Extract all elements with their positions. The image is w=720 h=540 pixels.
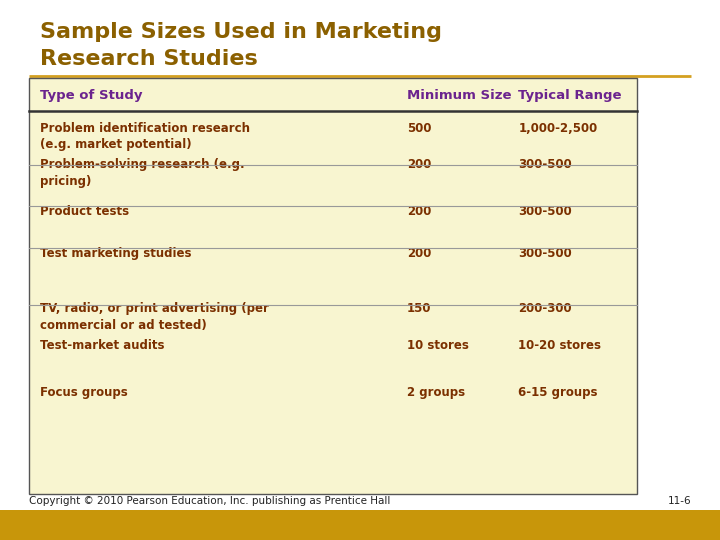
- Text: Test-market audits: Test-market audits: [40, 339, 164, 352]
- Text: 300-500: 300-500: [518, 205, 572, 218]
- Text: Problem identification research
(e.g. market potential): Problem identification research (e.g. ma…: [40, 122, 250, 151]
- Text: 300-500: 300-500: [518, 247, 572, 260]
- Text: 1,000-2,500: 1,000-2,500: [518, 122, 598, 134]
- Text: Copyright © 2010 Pearson Education, Inc. publishing as Prentice Hall: Copyright © 2010 Pearson Education, Inc.…: [29, 496, 390, 506]
- Text: Sample Sizes Used in Marketing: Sample Sizes Used in Marketing: [40, 22, 441, 42]
- Text: Problem-solving research (e.g.
pricing): Problem-solving research (e.g. pricing): [40, 158, 244, 188]
- Bar: [0, 510, 720, 540]
- Text: Focus groups: Focus groups: [40, 386, 127, 399]
- Text: 200: 200: [407, 205, 431, 218]
- Text: Test marketing studies: Test marketing studies: [40, 247, 191, 260]
- Text: 500: 500: [407, 122, 431, 134]
- Text: TV, radio, or print advertising (per
commercial or ad tested): TV, radio, or print advertising (per com…: [40, 302, 269, 332]
- Text: 300-500: 300-500: [518, 158, 572, 171]
- Text: 200-300: 200-300: [518, 302, 572, 315]
- Text: 10 stores: 10 stores: [407, 339, 469, 352]
- Text: Typical Range: Typical Range: [518, 89, 622, 102]
- Text: 200: 200: [407, 158, 431, 171]
- Text: 2 groups: 2 groups: [407, 386, 465, 399]
- Text: Minimum Size: Minimum Size: [407, 89, 511, 102]
- Text: 6-15 groups: 6-15 groups: [518, 386, 598, 399]
- Text: Research Studies: Research Studies: [40, 49, 257, 69]
- Text: 10-20 stores: 10-20 stores: [518, 339, 601, 352]
- Text: Type of Study: Type of Study: [40, 89, 142, 102]
- Text: 200: 200: [407, 247, 431, 260]
- Text: 11-6: 11-6: [667, 496, 691, 506]
- Bar: [29, 78, 637, 494]
- Text: Product tests: Product tests: [40, 205, 129, 218]
- Text: 150: 150: [407, 302, 431, 315]
